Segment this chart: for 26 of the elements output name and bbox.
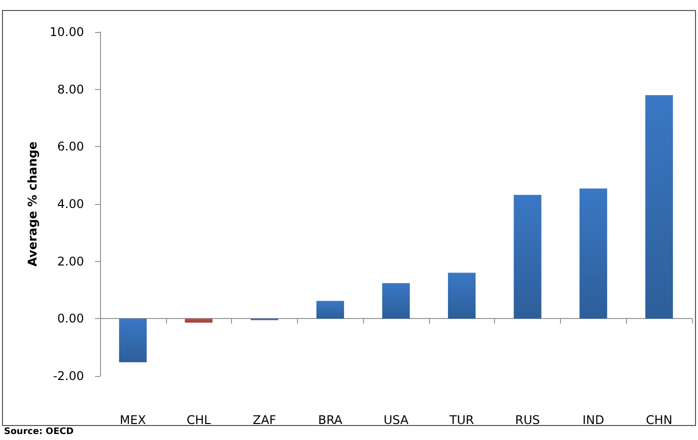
- x-tick-label: ZAF: [252, 413, 276, 427]
- bar: [382, 283, 410, 319]
- x-tick-label: BRA: [318, 413, 344, 427]
- x-tick-label: USA: [384, 413, 410, 427]
- x-tick-label: TUR: [448, 413, 474, 427]
- bar: [184, 318, 212, 323]
- x-tick-label: IND: [582, 413, 604, 427]
- y-tick-label: 0.00: [57, 312, 84, 326]
- y-tick-label: 8.00: [57, 82, 84, 96]
- bar: [580, 188, 608, 319]
- x-tick-label: MEX: [120, 413, 146, 427]
- x-tick-label: CHL: [186, 413, 212, 427]
- bar: [448, 272, 476, 319]
- bar: [514, 194, 542, 319]
- x-tick-label: RUS: [515, 413, 540, 427]
- bar: [316, 300, 344, 319]
- y-tick-label: 6.00: [57, 140, 84, 154]
- y-tick-label: 2.00: [57, 254, 84, 268]
- source-note: Source: OECD: [4, 427, 74, 437]
- x-tick-label: CHN: [646, 413, 672, 427]
- y-tick-label: 4.00: [57, 197, 84, 211]
- y-axis-title: Average % change: [26, 142, 40, 266]
- bar: [645, 95, 673, 319]
- bar: [119, 318, 147, 362]
- y-tick-label: 10.00: [50, 25, 84, 39]
- y-tick-label: -2.00: [52, 369, 84, 383]
